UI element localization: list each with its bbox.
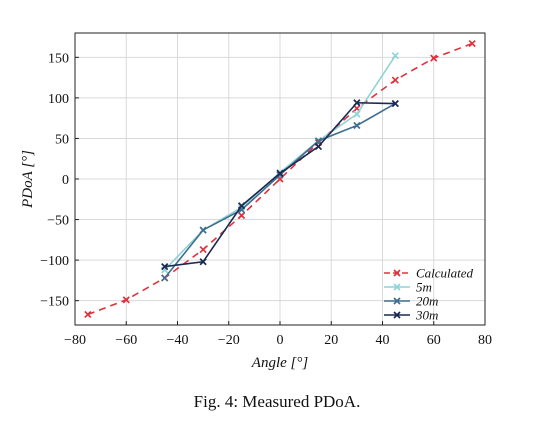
x-tick-label: 0 bbox=[277, 333, 284, 348]
y-tick-label: −150 bbox=[40, 295, 69, 310]
data-point-30m bbox=[314, 142, 323, 151]
legend-marker-5m bbox=[393, 283, 401, 291]
data-point-calculated bbox=[122, 296, 130, 304]
axis-ticks: −80 −60 −40 −20 0 20 40 60 80 −150 −100 −50 0 50 100 15… bbox=[40, 51, 492, 348]
legend-item-20m: 20m bbox=[384, 294, 438, 309]
pdoa-chart: −80 −60 −40 −20 0 20 40 60 80 −150 −100 −50 0 50 100 15… bbox=[20, 32, 492, 371]
legend-item-30m: 30m bbox=[384, 308, 438, 323]
legend-label-30m: 30m bbox=[415, 308, 438, 323]
data-point-calculated bbox=[237, 211, 246, 220]
data-point-5m bbox=[391, 52, 399, 60]
x-tick-label: −60 bbox=[115, 333, 137, 348]
data-point-30m bbox=[391, 99, 399, 108]
figure-caption: Fig. 4: Measured PDoA. bbox=[193, 392, 361, 411]
y-tick-label: 0 bbox=[62, 173, 69, 188]
data-point-30m bbox=[199, 258, 207, 266]
data-point-20m bbox=[353, 121, 361, 130]
data-point-calculated bbox=[468, 39, 476, 48]
data-point-20m bbox=[276, 171, 284, 179]
data-point-30m bbox=[161, 262, 169, 271]
x-tick-label: 40 bbox=[376, 333, 390, 348]
data-point-30m bbox=[276, 169, 284, 177]
legend-label-calculated: Calculated bbox=[416, 266, 474, 281]
y-tick-label: −50 bbox=[47, 214, 69, 229]
legend-marker-calculated bbox=[393, 269, 401, 277]
y-tick-label: 150 bbox=[48, 51, 69, 66]
x-tick-label: −80 bbox=[64, 333, 86, 348]
series-30m bbox=[161, 99, 399, 271]
data-point-calculated bbox=[430, 54, 438, 62]
x-tick-label: −40 bbox=[167, 333, 189, 348]
x-tick-label: 80 bbox=[478, 333, 492, 348]
x-tick-label: −20 bbox=[218, 333, 240, 348]
y-tick-label: 100 bbox=[48, 92, 69, 107]
data-point-20m bbox=[199, 226, 207, 234]
data-point-30m bbox=[237, 202, 246, 210]
y-tick-label: 50 bbox=[55, 132, 69, 147]
y-tick-label: −100 bbox=[40, 254, 69, 269]
data-point-calculated bbox=[199, 245, 207, 254]
data-point-calculated bbox=[84, 310, 92, 319]
x-tick-label: 60 bbox=[427, 333, 441, 348]
legend-marker-20m bbox=[393, 297, 401, 305]
legend-label-20m: 20m bbox=[416, 294, 438, 309]
legend-item-5m: 5m bbox=[384, 280, 432, 295]
legend-label-5m: 5m bbox=[416, 280, 432, 295]
data-point-5m bbox=[353, 110, 361, 118]
data-point-20m bbox=[314, 137, 323, 145]
data-point-20m bbox=[161, 274, 169, 282]
data-point-30m bbox=[353, 99, 361, 107]
x-axis-label: Angle [°] bbox=[251, 355, 309, 371]
series-group bbox=[84, 39, 476, 319]
y-axis-label: PDoA [°] bbox=[20, 150, 36, 209]
x-tick-label: 20 bbox=[324, 333, 338, 348]
legend-item-calculated: Calculated bbox=[384, 266, 474, 281]
legend-marker-30m bbox=[393, 311, 401, 319]
data-point-calculated bbox=[391, 76, 399, 84]
